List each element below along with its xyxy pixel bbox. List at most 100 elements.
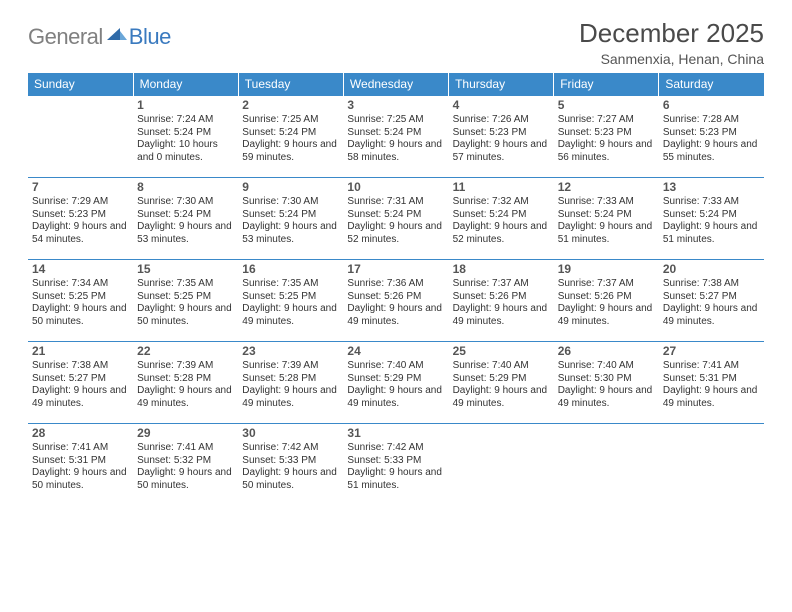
sunrise-text: Sunrise: 7:26 AM [453,114,550,127]
daylight-text: Daylight: 9 hours and 49 minutes. [137,385,234,410]
calendar-week-row: 28Sunrise: 7:41 AMSunset: 5:31 PMDayligh… [28,424,764,506]
calendar-week-row: 1Sunrise: 7:24 AMSunset: 5:24 PMDaylight… [28,96,764,178]
calendar-day-cell: 29Sunrise: 7:41 AMSunset: 5:32 PMDayligh… [133,424,238,506]
calendar-day-cell: 30Sunrise: 7:42 AMSunset: 5:33 PMDayligh… [238,424,343,506]
calendar-day-cell: 5Sunrise: 7:27 AMSunset: 5:23 PMDaylight… [554,96,659,178]
daylight-text: Daylight: 9 hours and 51 minutes. [347,467,444,492]
daylight-text: Daylight: 9 hours and 49 minutes. [347,303,444,328]
sunset-text: Sunset: 5:24 PM [453,209,550,222]
day-header-mon: Monday [133,73,238,96]
day-number: 20 [663,262,760,277]
day-number: 6 [663,98,760,113]
sunset-text: Sunset: 5:30 PM [558,373,655,386]
day-header-sun: Sunday [28,73,133,96]
calendar-day-cell: 17Sunrise: 7:36 AMSunset: 5:26 PMDayligh… [343,260,448,342]
day-number: 18 [453,262,550,277]
calendar-day-cell: 22Sunrise: 7:39 AMSunset: 5:28 PMDayligh… [133,342,238,424]
daylight-text: Daylight: 9 hours and 49 minutes. [347,385,444,410]
calendar-day-cell: 12Sunrise: 7:33 AMSunset: 5:24 PMDayligh… [554,178,659,260]
calendar-day-cell: 26Sunrise: 7:40 AMSunset: 5:30 PMDayligh… [554,342,659,424]
daylight-text: Daylight: 9 hours and 53 minutes. [137,221,234,246]
calendar-day-cell: 21Sunrise: 7:38 AMSunset: 5:27 PMDayligh… [28,342,133,424]
day-number: 13 [663,180,760,195]
day-header-tue: Tuesday [238,73,343,96]
sunrise-text: Sunrise: 7:40 AM [453,360,550,373]
daylight-text: Daylight: 9 hours and 50 minutes. [32,303,129,328]
sunset-text: Sunset: 5:24 PM [242,209,339,222]
daylight-text: Daylight: 9 hours and 49 minutes. [558,303,655,328]
logo: General Blue [28,18,171,50]
calendar-page: General Blue December 2025 Sanmenxia, He… [0,0,792,516]
day-number: 29 [137,426,234,441]
calendar-day-cell: 8Sunrise: 7:30 AMSunset: 5:24 PMDaylight… [133,178,238,260]
sunrise-text: Sunrise: 7:29 AM [32,196,129,209]
day-number: 25 [453,344,550,359]
calendar-day-cell: 24Sunrise: 7:40 AMSunset: 5:29 PMDayligh… [343,342,448,424]
daylight-text: Daylight: 9 hours and 50 minutes. [137,467,234,492]
sunrise-text: Sunrise: 7:33 AM [663,196,760,209]
calendar-day-cell: 31Sunrise: 7:42 AMSunset: 5:33 PMDayligh… [343,424,448,506]
sunrise-text: Sunrise: 7:25 AM [347,114,444,127]
logo-triangle-icon [107,26,127,40]
day-number: 22 [137,344,234,359]
sunset-text: Sunset: 5:24 PM [347,127,444,140]
daylight-text: Daylight: 9 hours and 59 minutes. [242,139,339,164]
calendar-table: Sunday Monday Tuesday Wednesday Thursday… [28,73,764,506]
calendar-day-cell: 18Sunrise: 7:37 AMSunset: 5:26 PMDayligh… [449,260,554,342]
day-number: 15 [137,262,234,277]
sunrise-text: Sunrise: 7:25 AM [242,114,339,127]
sunset-text: Sunset: 5:27 PM [32,373,129,386]
day-number: 27 [663,344,760,359]
calendar-day-cell: 19Sunrise: 7:37 AMSunset: 5:26 PMDayligh… [554,260,659,342]
calendar-day-cell: 3Sunrise: 7:25 AMSunset: 5:24 PMDaylight… [343,96,448,178]
calendar-day-cell: 1Sunrise: 7:24 AMSunset: 5:24 PMDaylight… [133,96,238,178]
daylight-text: Daylight: 9 hours and 51 minutes. [558,221,655,246]
day-number: 10 [347,180,444,195]
sunset-text: Sunset: 5:31 PM [663,373,760,386]
daylight-text: Daylight: 9 hours and 49 minutes. [242,385,339,410]
sunset-text: Sunset: 5:27 PM [663,291,760,304]
daylight-text: Daylight: 9 hours and 49 minutes. [32,385,129,410]
sunrise-text: Sunrise: 7:39 AM [137,360,234,373]
sunset-text: Sunset: 5:32 PM [137,455,234,468]
sunset-text: Sunset: 5:25 PM [242,291,339,304]
calendar-day-cell: 13Sunrise: 7:33 AMSunset: 5:24 PMDayligh… [659,178,764,260]
day-number: 5 [558,98,655,113]
logo-text-blue: Blue [129,24,171,50]
day-number: 9 [242,180,339,195]
daylight-text: Daylight: 9 hours and 55 minutes. [663,139,760,164]
sunrise-text: Sunrise: 7:37 AM [558,278,655,291]
sunset-text: Sunset: 5:24 PM [663,209,760,222]
sunrise-text: Sunrise: 7:24 AM [137,114,234,127]
sunset-text: Sunset: 5:24 PM [242,127,339,140]
sunrise-text: Sunrise: 7:28 AM [663,114,760,127]
sunrise-text: Sunrise: 7:34 AM [32,278,129,291]
daylight-text: Daylight: 9 hours and 52 minutes. [347,221,444,246]
day-number: 23 [242,344,339,359]
calendar-day-cell: 20Sunrise: 7:38 AMSunset: 5:27 PMDayligh… [659,260,764,342]
calendar-day-cell: 25Sunrise: 7:40 AMSunset: 5:29 PMDayligh… [449,342,554,424]
sunrise-text: Sunrise: 7:40 AM [558,360,655,373]
sunset-text: Sunset: 5:25 PM [137,291,234,304]
calendar-week-row: 21Sunrise: 7:38 AMSunset: 5:27 PMDayligh… [28,342,764,424]
calendar-day-cell: 27Sunrise: 7:41 AMSunset: 5:31 PMDayligh… [659,342,764,424]
calendar-day-cell: 23Sunrise: 7:39 AMSunset: 5:28 PMDayligh… [238,342,343,424]
daylight-text: Daylight: 9 hours and 54 minutes. [32,221,129,246]
sunset-text: Sunset: 5:24 PM [558,209,655,222]
daylight-text: Daylight: 9 hours and 49 minutes. [453,303,550,328]
sunrise-text: Sunrise: 7:36 AM [347,278,444,291]
day-number: 4 [453,98,550,113]
calendar-day-cell: 14Sunrise: 7:34 AMSunset: 5:25 PMDayligh… [28,260,133,342]
sunrise-text: Sunrise: 7:38 AM [32,360,129,373]
daylight-text: Daylight: 9 hours and 49 minutes. [242,303,339,328]
daylight-text: Daylight: 9 hours and 53 minutes. [242,221,339,246]
daylight-text: Daylight: 9 hours and 57 minutes. [453,139,550,164]
logo-text-gray: General [28,24,103,50]
calendar-day-cell [554,424,659,506]
sunrise-text: Sunrise: 7:35 AM [242,278,339,291]
day-number: 31 [347,426,444,441]
daylight-text: Daylight: 9 hours and 52 minutes. [453,221,550,246]
sunset-text: Sunset: 5:31 PM [32,455,129,468]
sunrise-text: Sunrise: 7:33 AM [558,196,655,209]
calendar-day-cell: 10Sunrise: 7:31 AMSunset: 5:24 PMDayligh… [343,178,448,260]
